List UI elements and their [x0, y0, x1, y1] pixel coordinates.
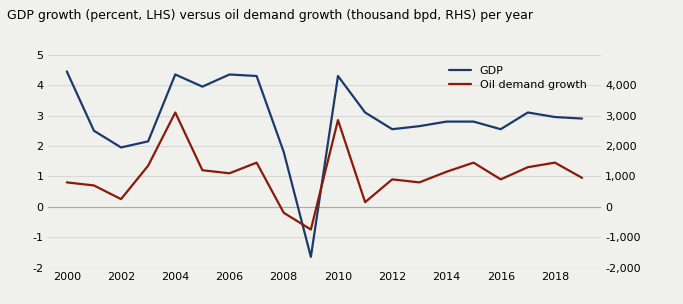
Oil demand growth: [415, 181, 423, 184]
GDP: [578, 117, 586, 120]
GDP: [117, 146, 125, 149]
Line: GDP: GDP: [67, 71, 582, 257]
GDP: [415, 124, 423, 128]
Oil demand growth: [144, 164, 152, 168]
Line: Oil demand growth: Oil demand growth: [67, 112, 582, 230]
Oil demand growth: [443, 170, 451, 174]
Oil demand growth: [171, 111, 180, 114]
GDP: [225, 73, 234, 76]
Oil demand growth: [225, 171, 234, 175]
GDP: [361, 111, 370, 114]
GDP: [279, 150, 288, 154]
Oil demand growth: [524, 165, 532, 169]
Oil demand growth: [117, 197, 125, 201]
GDP: [198, 85, 206, 88]
Oil demand growth: [469, 161, 477, 164]
Legend: GDP, Oil demand growth: GDP, Oil demand growth: [445, 62, 590, 94]
Oil demand growth: [198, 168, 206, 172]
GDP: [63, 70, 71, 73]
GDP: [144, 140, 152, 143]
Oil demand growth: [89, 184, 98, 187]
GDP: [171, 73, 180, 76]
GDP: [550, 115, 559, 119]
Oil demand growth: [307, 228, 315, 231]
Oil demand growth: [334, 118, 342, 122]
GDP: [334, 74, 342, 78]
Oil demand growth: [388, 178, 396, 181]
Text: GDP growth (percent, LHS) versus oil demand growth (thousand bpd, RHS) per year: GDP growth (percent, LHS) versus oil dem…: [7, 9, 533, 22]
Oil demand growth: [550, 161, 559, 164]
GDP: [307, 255, 315, 259]
Oil demand growth: [361, 200, 370, 204]
Oil demand growth: [578, 176, 586, 180]
GDP: [388, 127, 396, 131]
GDP: [497, 127, 505, 131]
Oil demand growth: [63, 181, 71, 184]
GDP: [524, 111, 532, 114]
Oil demand growth: [497, 178, 505, 181]
Oil demand growth: [279, 211, 288, 215]
GDP: [443, 120, 451, 123]
Oil demand growth: [253, 161, 261, 164]
GDP: [89, 129, 98, 133]
GDP: [253, 74, 261, 78]
GDP: [469, 120, 477, 123]
